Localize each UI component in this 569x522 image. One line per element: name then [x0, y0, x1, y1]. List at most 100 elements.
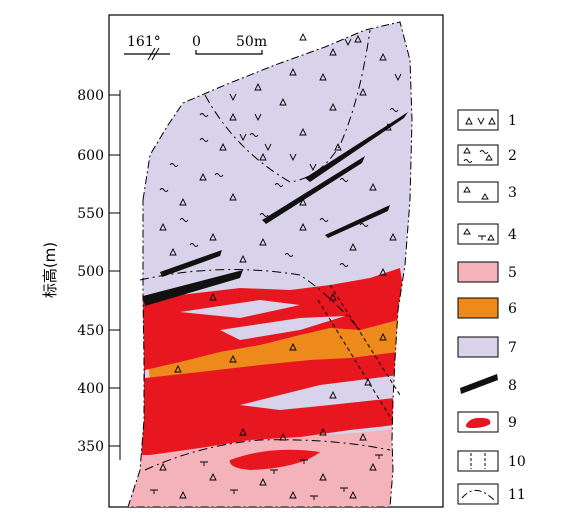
tick-label-600: 600	[77, 148, 104, 164]
host-wedge-1	[180, 300, 300, 318]
tick-label-550: 550	[77, 206, 104, 222]
legend-label-10: 10	[508, 454, 526, 470]
legend-symbol-8	[460, 374, 498, 394]
legend-symbol-4	[463, 228, 495, 241]
wave-symbol	[284, 253, 294, 257]
v-symbol	[239, 133, 247, 142]
legend-label-5: 5	[508, 265, 517, 281]
legend-item-6: 6	[457, 297, 517, 319]
tick-label-400: 400	[77, 381, 104, 397]
legend-symbol-2	[463, 147, 493, 163]
v-symbol	[289, 153, 297, 162]
legend-symbol-11	[461, 489, 495, 501]
triangle-symbol	[319, 427, 327, 436]
wave-symbol	[159, 188, 169, 192]
legend-item-3: 3	[457, 181, 517, 203]
legend-label-7: 7	[508, 340, 517, 356]
t-symbol	[150, 489, 158, 494]
triangle-symbol	[299, 197, 307, 206]
triangle-symbol	[169, 247, 177, 256]
legend-label-3: 3	[508, 185, 517, 201]
legend-item-8: 8	[460, 374, 517, 394]
triangle-symbol	[299, 32, 307, 41]
triangle-symbol	[349, 242, 357, 251]
red-lens	[229, 449, 320, 470]
wave-symbol	[189, 243, 199, 247]
legend-label-6: 6	[508, 301, 517, 317]
wave-symbol	[169, 163, 179, 167]
faults	[317, 284, 401, 421]
contact-middle	[139, 269, 361, 331]
triangle-symbol	[239, 427, 247, 436]
triangle-symbol	[159, 462, 167, 471]
triangle-symbol	[364, 377, 372, 386]
wave-symbol	[214, 173, 224, 177]
dike-5	[143, 270, 243, 306]
red-orebody	[140, 268, 405, 455]
v-symbol	[229, 93, 237, 102]
legend-item-9: 9	[457, 411, 517, 433]
triangle-symbol	[159, 222, 167, 231]
fault-1	[329, 284, 401, 396]
triangle-symbol	[384, 122, 392, 131]
triangle-symbol	[329, 47, 337, 56]
t-symbol	[270, 469, 278, 474]
legend-label-9: 9	[508, 415, 517, 431]
triangle-symbol	[259, 477, 267, 486]
orientation-label: 161°	[127, 34, 161, 50]
v-symbol	[394, 73, 402, 82]
legend-item-2: 2	[457, 144, 517, 166]
scale-zero: 0	[192, 34, 201, 50]
legend-item-5: 5	[457, 261, 517, 283]
triangle-symbol	[289, 342, 297, 351]
scale-length: 50m	[236, 34, 267, 50]
triangle-symbol	[299, 127, 307, 136]
triangle-symbol	[329, 390, 337, 399]
triangle-symbol	[354, 34, 362, 43]
t-symbol	[310, 495, 318, 500]
legend-item-7: 7	[457, 336, 517, 358]
triangle-symbol	[369, 182, 377, 191]
triangle-symbol	[369, 462, 377, 471]
t-symbol	[375, 454, 383, 459]
triangle-symbol	[279, 97, 287, 106]
contact-lines	[139, 29, 391, 471]
triangle-symbol	[254, 82, 262, 91]
wave-symbol	[249, 133, 259, 137]
wave-symbol	[199, 138, 209, 142]
triangle-symbol	[179, 197, 187, 206]
tick-label-350: 350	[77, 439, 104, 455]
geologic-body	[128, 22, 412, 507]
triangle-symbol	[334, 142, 342, 151]
triangle-symbol	[209, 292, 217, 301]
wave-symbol	[359, 223, 369, 227]
triangle-symbol	[359, 87, 367, 96]
legend-label-4: 4	[508, 227, 517, 243]
wave-symbol	[389, 108, 399, 112]
body-outline	[127, 21, 413, 508]
legend: 1 2 3 4 5 6 7 8	[457, 109, 526, 505]
triangle-symbol	[379, 332, 387, 341]
legend-label-1: 1	[508, 113, 517, 129]
triangle-symbol	[199, 172, 207, 181]
triangle-symbol	[359, 432, 367, 441]
triangle-symbol	[349, 490, 357, 499]
triangle-symbol	[279, 432, 287, 441]
triangle-symbol	[229, 354, 237, 363]
elevation-axis: 800 600 550 500 450 400 350 标高(m)	[41, 88, 121, 460]
v-symbol	[254, 113, 262, 122]
legend-label-8: 8	[508, 378, 517, 394]
wave-symbol	[274, 183, 284, 187]
legend-label-11: 11	[508, 487, 526, 503]
wave-symbol	[339, 178, 349, 182]
wave-symbol	[319, 218, 329, 222]
orientation-break-2	[151, 47, 160, 61]
wave-symbol	[179, 218, 189, 222]
legend-symbol-9	[465, 417, 491, 428]
legend-item-11: 11	[457, 483, 526, 505]
triangle-symbol	[209, 232, 217, 241]
lithology-symbols	[150, 32, 402, 500]
legend-item-1: 1	[457, 109, 517, 131]
legend-symbol-3	[463, 186, 489, 200]
